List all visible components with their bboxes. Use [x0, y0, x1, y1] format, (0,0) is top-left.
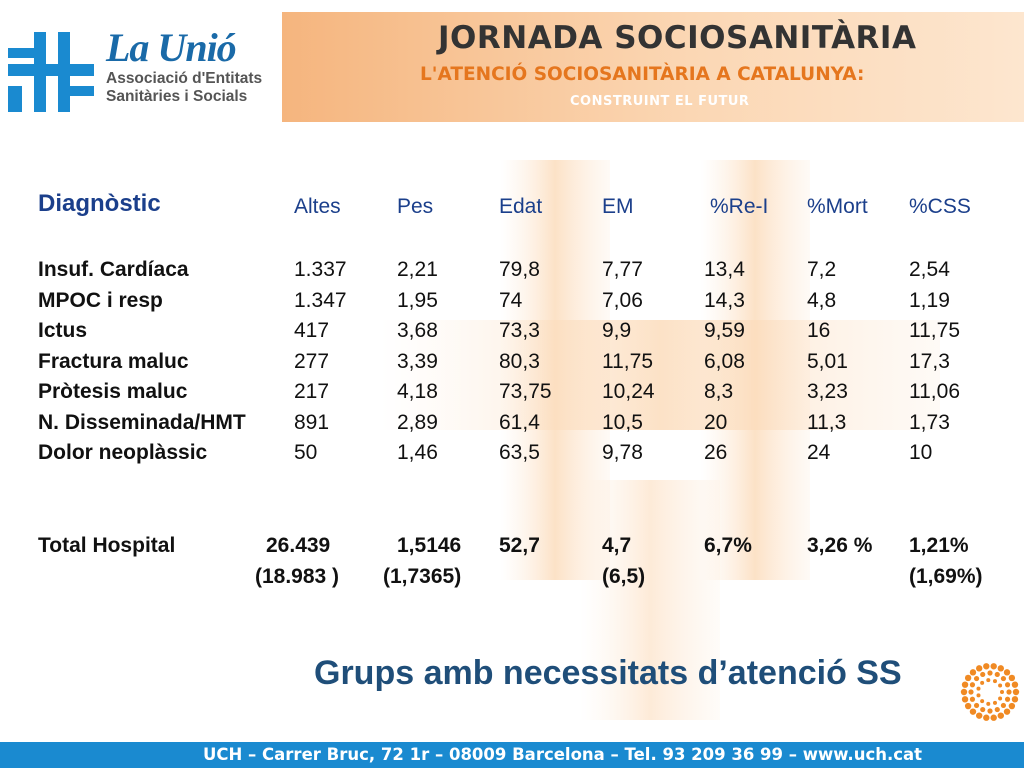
cell-reingres: 14,3 [704, 288, 745, 312]
cell-edat: 80,3 [499, 349, 540, 373]
cell-reingres: 20 [704, 410, 728, 434]
cell-reingres: 8,3 [704, 380, 734, 403]
logo-subtitle: Associació d'Entitats Sanitàries i Socia… [106, 70, 262, 106]
logo-area: La Unió Associació d'Entitats Sanitàries… [0, 0, 280, 122]
banner-tagline: CONSTRUINT EL FUTUR [570, 94, 750, 109]
uch-logo-mark [8, 32, 94, 112]
banner-subtitle: L'ATENCIÓ SOCIOSANITÀRIA A CATALUNYA: [420, 64, 865, 85]
cell-em: 7,77 [602, 258, 643, 281]
logo-watermark [380, 160, 940, 720]
header-edat: Edat [499, 195, 543, 218]
cell-edat: 73,3 [499, 319, 540, 342]
total-label: Total Hospital [38, 534, 176, 557]
cell-edat: 61,4 [499, 410, 540, 434]
total-edat: 52,7 [499, 534, 540, 557]
total-em: 4,7 [602, 534, 632, 557]
row-label: Fractura maluc [38, 349, 189, 373]
row-label: Ictus [38, 319, 88, 342]
cell-em: 9,78 [602, 441, 643, 464]
cell-altes: 891 [294, 410, 330, 434]
cell-reingres: 26 [704, 441, 728, 464]
cell-css: 1,73 [909, 410, 950, 434]
total-pes: 1,5146 [397, 534, 462, 557]
total-css: 1,21% [909, 534, 969, 557]
cell-reingres: 9,59 [704, 319, 745, 342]
total-mortalitat: 3,26 % [807, 534, 873, 557]
cell-mortalitat: 16 [807, 319, 831, 342]
cell-altes: 417 [294, 319, 330, 342]
cell-pes: 4,18 [397, 380, 438, 403]
cell-reingres: 13,4 [704, 258, 745, 281]
total-pes-previous: (1,7365) [383, 565, 462, 588]
cell-altes: 1.337 [294, 258, 347, 281]
cell-mortalitat: 5,01 [807, 349, 848, 373]
cell-altes: 1.347 [294, 288, 347, 312]
cell-pes: 3,68 [397, 319, 438, 342]
header-reingres: %Re-I [710, 195, 769, 218]
total-altes-previous: (18.983 ) [255, 565, 340, 588]
cell-em: 9,9 [602, 319, 632, 342]
cell-pes: 2,21 [397, 258, 438, 281]
cell-em: 10,24 [602, 380, 655, 403]
row-label: Insuf. Cardíaca [38, 258, 189, 281]
cell-pes: 2,89 [397, 410, 438, 434]
header-mortalitat: %Mort [807, 195, 868, 218]
cell-mortalitat: 4,8 [807, 288, 837, 312]
total-em-previous: (6,5) [602, 565, 646, 588]
row-label: N. Disseminada/HMT [38, 410, 246, 434]
row-label: MPOC i resp [38, 288, 163, 312]
cell-mortalitat: 7,2 [807, 258, 837, 281]
banner-title: JORNADA SOCIOSANITÀRIA [438, 20, 917, 56]
cell-pes: 1,95 [397, 288, 438, 312]
total-reingres: 6,7% [704, 534, 752, 557]
header-css: %CSS [909, 195, 971, 218]
total-css-previous: (1,69%) [909, 565, 983, 588]
cell-pes: 3,39 [397, 349, 438, 373]
logo-subtitle-line2: Sanitàries i Socials [106, 88, 248, 105]
cell-edat: 79,8 [499, 258, 540, 281]
cell-css: 17,3 [909, 349, 950, 373]
header-banner [282, 12, 1024, 122]
cell-edat: 73,75 [499, 380, 552, 403]
cell-altes: 277 [294, 349, 330, 373]
cell-reingres: 6,08 [704, 349, 745, 373]
cell-pes: 1,46 [397, 441, 438, 464]
footer-bar [0, 742, 1024, 768]
footer-contact: UCH – Carrer Bruc, 72 1r – 08009 Barcelo… [203, 745, 923, 764]
header-em: EM [602, 195, 634, 218]
header-altes: Altes [294, 195, 341, 218]
row-label: Pròtesis maluc [38, 380, 188, 403]
cell-css: 1,19 [909, 288, 950, 312]
header-diagnostic: Diagnòstic [38, 190, 161, 217]
cell-mortalitat: 24 [807, 441, 831, 464]
cell-css: 10 [909, 441, 933, 464]
cell-edat: 63,5 [499, 441, 540, 464]
cell-css: 11,06 [909, 380, 960, 403]
cell-em: 7,06 [602, 288, 643, 312]
cell-altes: 50 [294, 441, 318, 464]
dotted-sun-circle-icon [960, 663, 1020, 721]
cell-edat: 74 [499, 288, 523, 312]
logo-name: La Unió [106, 25, 237, 70]
cell-em: 10,5 [602, 410, 643, 434]
header-pes: Pes [397, 195, 434, 218]
logo-subtitle-line1: Associació d'Entitats [106, 70, 263, 87]
cell-mortalitat: 3,23 [807, 380, 848, 403]
cell-em: 11,75 [602, 349, 653, 373]
row-label: Dolor neoplàssic [38, 441, 208, 464]
slide-caption: Grups amb necessitats d’atenció SS [314, 654, 902, 692]
total-altes: 26.439 [266, 534, 331, 557]
cell-css: 2,54 [909, 258, 950, 281]
cell-altes: 217 [294, 380, 330, 403]
cell-mortalitat: 11,3 [807, 410, 847, 434]
cell-css: 11,75 [909, 319, 960, 342]
